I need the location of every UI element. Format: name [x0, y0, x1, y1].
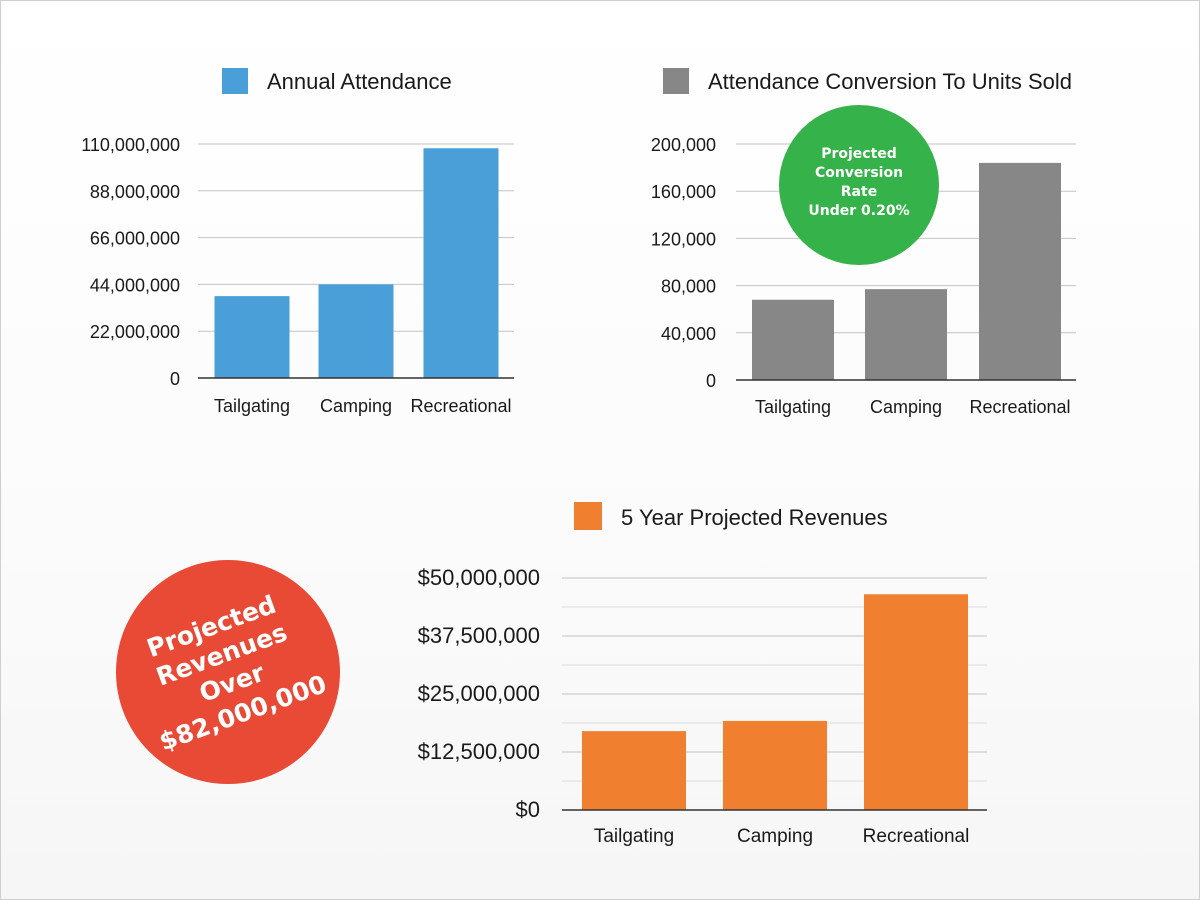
y-tick-label: 66,000,000 [90, 229, 180, 249]
y-tick-label: $25,000,000 [418, 681, 540, 706]
x-tick-label: Tailgating [594, 826, 674, 847]
badge-line: Projected [821, 146, 897, 162]
y-tick-label: 88,000,000 [90, 182, 180, 202]
bar-recreational [979, 162, 1061, 380]
legend-swatch [663, 68, 689, 94]
conversion-rate-badge [779, 105, 939, 265]
bar-camping [723, 720, 827, 810]
x-tick-label: Recreational [863, 826, 970, 847]
y-tick-label: 80,000 [661, 277, 716, 297]
y-tick-label: 110,000,000 [81, 135, 180, 155]
x-tick-label: Camping [737, 826, 813, 847]
bar-recreational [864, 594, 968, 810]
badge-line: Under 0.20% [808, 203, 909, 219]
revenue-badge [116, 560, 340, 784]
bar-camping [318, 284, 394, 378]
bar-tailgating [582, 731, 686, 810]
y-tick-label: $0 [516, 797, 540, 822]
bar-recreational [423, 148, 499, 378]
legend-swatch [222, 68, 248, 94]
x-tick-label: Camping [320, 396, 392, 416]
x-tick-label: Camping [870, 397, 942, 417]
badge-line: Rate [841, 184, 877, 200]
legend-swatch [574, 502, 602, 530]
x-tick-label: Tailgating [755, 397, 831, 417]
y-tick-label: 160,000 [651, 182, 716, 202]
legend-label: 5 Year Projected Revenues [621, 505, 888, 530]
annual-attendance-chart: Annual Attendance 0 22,000,000 44,000,000 66… [81, 68, 514, 416]
y-tick-label: 0 [706, 371, 716, 391]
legend-label: Attendance Conversion To Units Sold [708, 69, 1072, 94]
projected-revenues-chart: 5 Year Projected Revenues $0 $12,500,000 $2… [116, 502, 987, 847]
y-tick-label: 200,000 [651, 135, 716, 155]
x-tick-label: Recreational [969, 397, 1070, 417]
x-tick-label: Recreational [410, 396, 511, 416]
attendance-conversion-chart: Attendance Conversion To Units Sold 0 40,0… [651, 68, 1076, 417]
bar-camping [865, 289, 947, 380]
y-tick-label: 44,000,000 [90, 275, 180, 295]
y-tick-label: 22,000,000 [90, 322, 180, 342]
legend-label: Annual Attendance [267, 69, 452, 94]
y-tick-label: 0 [170, 369, 180, 389]
y-tick-label: 120,000 [651, 229, 716, 249]
y-tick-label: 40,000 [661, 324, 716, 344]
bar-tailgating [752, 299, 834, 380]
x-tick-label: Tailgating [214, 396, 290, 416]
bar-tailgating [214, 296, 290, 378]
badge-line: Conversion [815, 165, 903, 181]
y-tick-label: $37,500,000 [418, 623, 540, 648]
y-tick-label: $50,000,000 [418, 565, 540, 590]
y-tick-label: $12,500,000 [418, 739, 540, 764]
